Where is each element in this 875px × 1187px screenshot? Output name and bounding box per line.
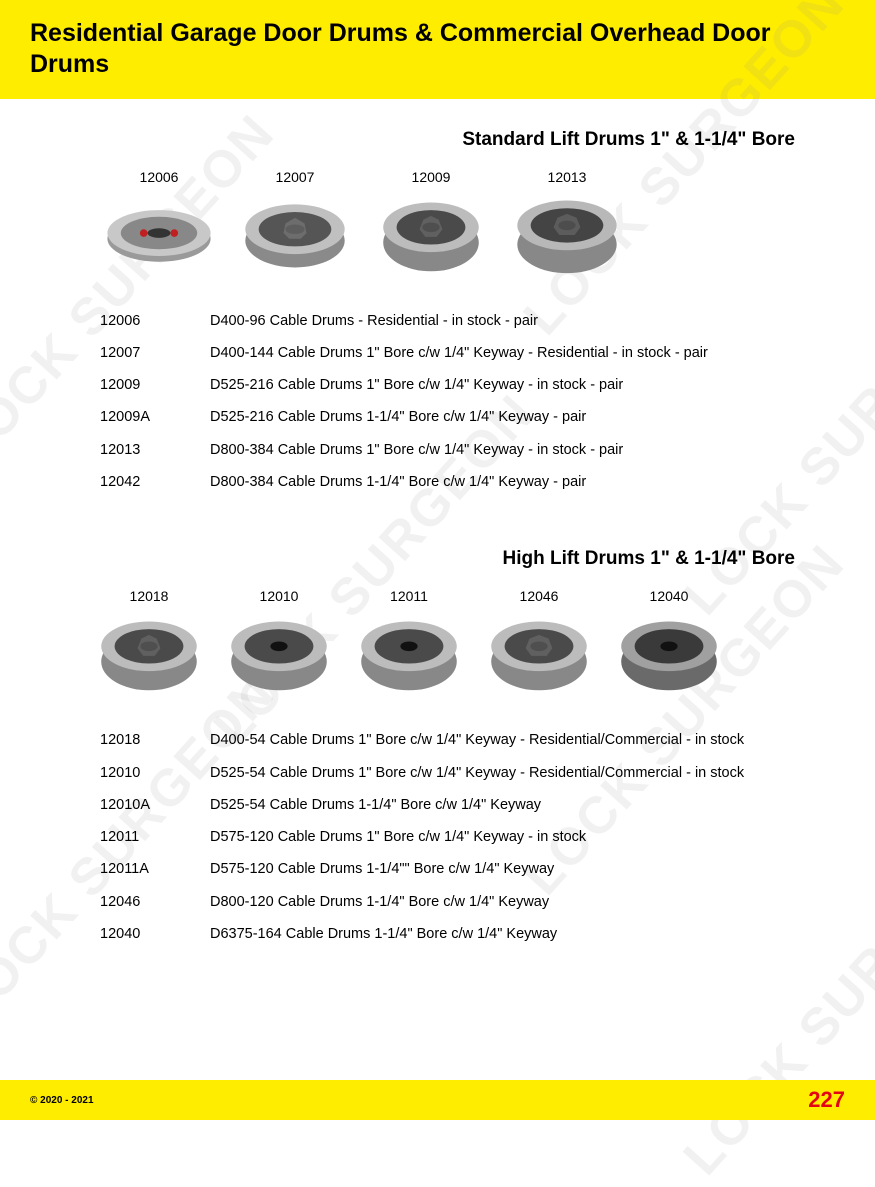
spec-desc: D800-384 Cable Drums 1-1/4" Bore c/w 1/4… [210, 472, 815, 492]
spec-code: 12009A [100, 407, 210, 427]
drum-label: 12006 [140, 169, 179, 185]
drum-icon [610, 610, 728, 696]
spec-desc: D575-120 Cable Drums 1-1/4"" Bore c/w 1/… [210, 859, 815, 879]
drum-item: 12007 [236, 169, 354, 277]
drum-image-row-highlift: 12018 12010 12011 [60, 588, 815, 696]
drum-label: 12009 [412, 169, 451, 185]
spec-row: 12010AD525-54 Cable Drums 1-1/4" Bore c/… [100, 789, 815, 821]
drum-label: 12018 [130, 588, 169, 604]
spec-code: 12007 [100, 343, 210, 363]
drum-icon [350, 610, 468, 696]
drum-item: 12006 [100, 169, 218, 277]
drum-icon [220, 610, 338, 696]
spec-row: 12006D400-96 Cable Drums - Residential -… [100, 305, 815, 337]
spec-code: 12010A [100, 795, 210, 815]
section-title-standard: Standard Lift Drums 1" & 1-1/4" Bore [60, 129, 815, 151]
drum-item: 12009 [372, 169, 490, 277]
spec-row: 12018D400-54 Cable Drums 1" Bore c/w 1/4… [100, 724, 815, 756]
drum-label: 12007 [276, 169, 315, 185]
spec-code: 12006 [100, 311, 210, 331]
spec-row: 12046D800-120 Cable Drums 1-1/4" Bore c/… [100, 886, 815, 918]
spec-desc: D575-120 Cable Drums 1" Bore c/w 1/4" Ke… [210, 827, 815, 847]
spec-desc: D400-96 Cable Drums - Residential - in s… [210, 311, 815, 331]
content-area: Standard Lift Drums 1" & 1-1/4" Bore 120… [0, 99, 875, 991]
spec-code: 12009 [100, 375, 210, 395]
drum-label: 12013 [548, 169, 587, 185]
spec-desc: D525-216 Cable Drums 1-1/4" Bore c/w 1/4… [210, 407, 815, 427]
spec-desc: D400-144 Cable Drums 1" Bore c/w 1/4" Ke… [210, 343, 815, 363]
copyright-text: © 2020 - 2021 [30, 1095, 94, 1106]
drum-label: 12011 [390, 588, 428, 604]
spec-code: 12040 [100, 924, 210, 944]
spec-desc: D400-54 Cable Drums 1" Bore c/w 1/4" Key… [210, 730, 815, 750]
drum-icon [508, 191, 626, 277]
spec-desc: D800-120 Cable Drums 1-1/4" Bore c/w 1/4… [210, 892, 815, 912]
spec-code: 12013 [100, 440, 210, 460]
drum-icon [480, 610, 598, 696]
header-band: Residential Garage Door Drums & Commerci… [0, 0, 875, 99]
spec-desc: D525-216 Cable Drums 1" Bore c/w 1/4" Ke… [210, 375, 815, 395]
spec-row: 12010D525-54 Cable Drums 1" Bore c/w 1/4… [100, 757, 815, 789]
spec-code: 12046 [100, 892, 210, 912]
spec-list-highlift: 12018D400-54 Cable Drums 1" Bore c/w 1/4… [60, 724, 815, 950]
spec-desc: D525-54 Cable Drums 1" Bore c/w 1/4" Key… [210, 763, 815, 783]
section-title-highlift: High Lift Drums 1" & 1-1/4" Bore [60, 548, 815, 570]
drum-item: 12040 [610, 588, 728, 696]
drum-item: 12046 [480, 588, 598, 696]
spec-code: 12011 [100, 827, 210, 847]
drum-label: 12046 [520, 588, 559, 604]
drum-item: 12018 [90, 588, 208, 696]
spec-code: 12010 [100, 763, 210, 783]
drum-item: 12013 [508, 169, 626, 277]
spec-row: 12011AD575-120 Cable Drums 1-1/4"" Bore … [100, 853, 815, 885]
drum-label: 12010 [260, 588, 299, 604]
spec-row: 12042D800-384 Cable Drums 1-1/4" Bore c/… [100, 466, 815, 498]
drum-item: 12011 [350, 588, 468, 696]
spec-row: 12013D800-384 Cable Drums 1" Bore c/w 1/… [100, 434, 815, 466]
spec-row: 12007D400-144 Cable Drums 1" Bore c/w 1/… [100, 337, 815, 369]
page-title: Residential Garage Door Drums & Commerci… [30, 18, 845, 81]
drum-icon [90, 610, 208, 696]
footer-band: © 2020 - 2021 227 [0, 1080, 875, 1120]
spec-code: 12018 [100, 730, 210, 750]
drum-image-row-standard: 12006 12007 12009 [60, 169, 815, 277]
spec-desc: D525-54 Cable Drums 1-1/4" Bore c/w 1/4"… [210, 795, 815, 815]
spec-row: 12040D6375-164 Cable Drums 1-1/4" Bore c… [100, 918, 815, 950]
drum-icon [236, 191, 354, 277]
spec-row: 12009D525-216 Cable Drums 1" Bore c/w 1/… [100, 369, 815, 401]
spec-row: 12009AD525-216 Cable Drums 1-1/4" Bore c… [100, 401, 815, 433]
spec-code: 12011A [100, 859, 210, 879]
spec-list-standard: 12006D400-96 Cable Drums - Residential -… [60, 305, 815, 499]
spec-code: 12042 [100, 472, 210, 492]
drum-label: 12040 [650, 588, 689, 604]
spec-row: 12011D575-120 Cable Drums 1" Bore c/w 1/… [100, 821, 815, 853]
spec-desc: D6375-164 Cable Drums 1-1/4" Bore c/w 1/… [210, 924, 815, 944]
drum-icon [372, 191, 490, 277]
spec-desc: D800-384 Cable Drums 1" Bore c/w 1/4" Ke… [210, 440, 815, 460]
drum-item: 12010 [220, 588, 338, 696]
drum-icon [100, 191, 218, 277]
page-number: 227 [808, 1087, 845, 1113]
